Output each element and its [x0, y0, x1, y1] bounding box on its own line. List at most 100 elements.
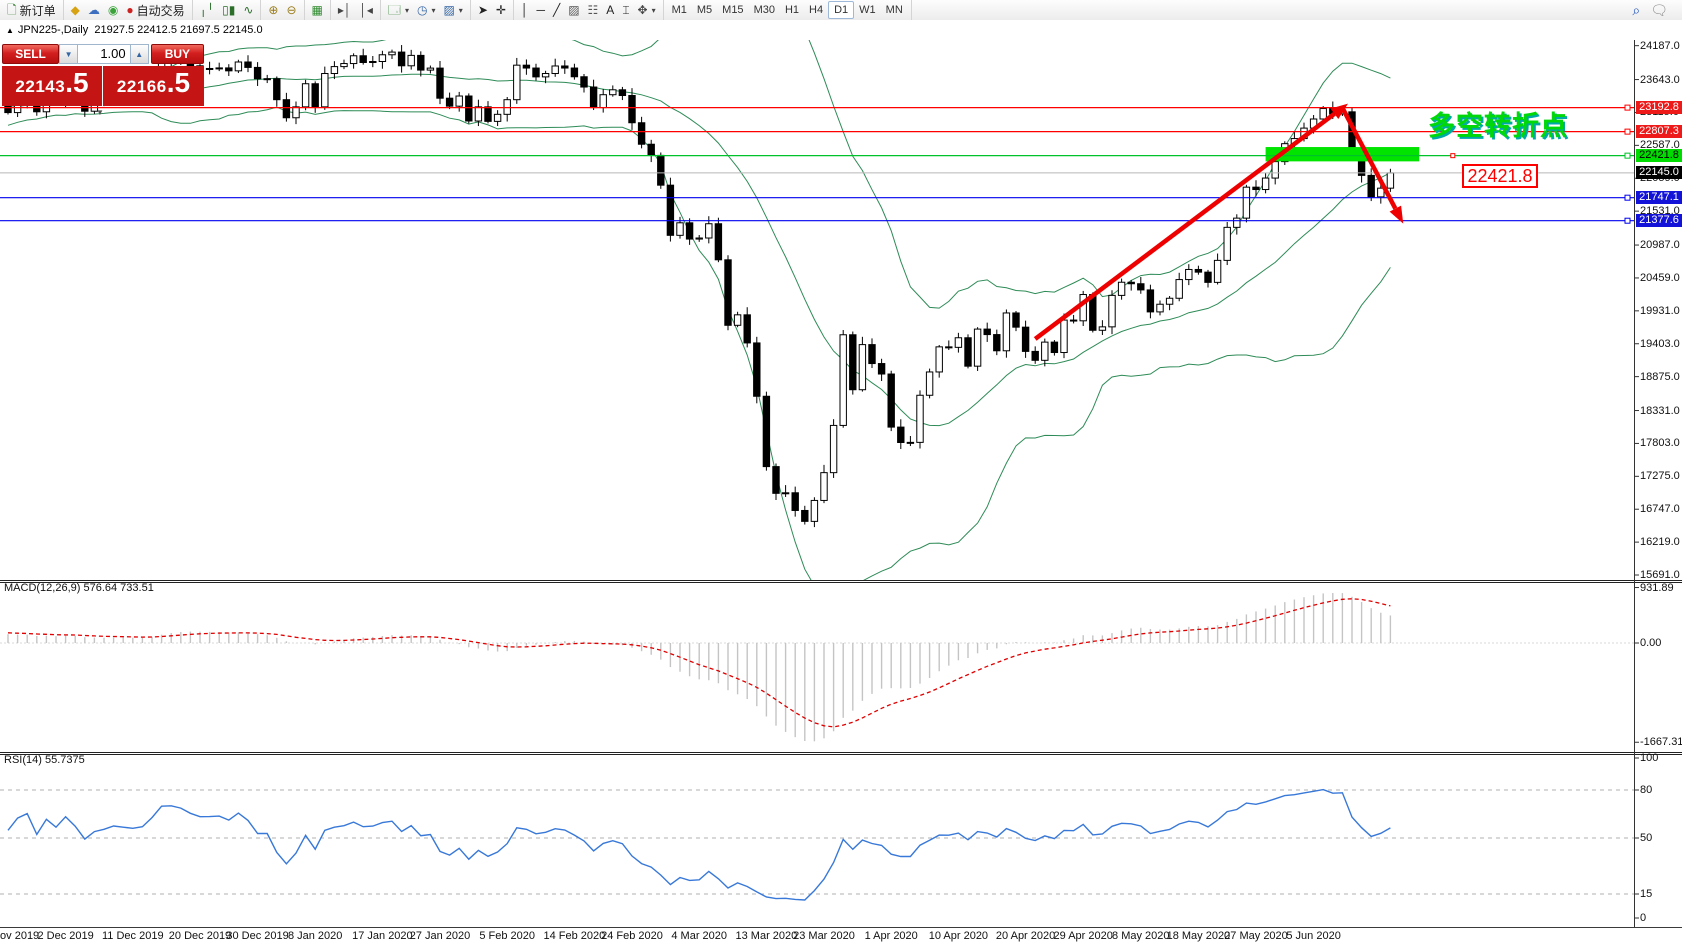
arrows-button[interactable]: ✥ ▾ [634, 1, 660, 19]
chevron-down-icon[interactable]: ▾ [651, 5, 656, 15]
rsi-label: RSI(14) 55.7375 [4, 754, 85, 766]
time-axis-label: 29 Apr 2020 [1053, 930, 1113, 942]
sell-button[interactable]: SELL [2, 44, 60, 64]
chevron-down-icon[interactable]: ▾ [404, 5, 409, 15]
toolbar: 🗋 新订单 ◆ ☁ ◉ ● 自动交易 ╷╵ ▯▮ ∿ ⊕ ⊖ ▦ ▸│ │◂ 🗔 ▾ ◷ ▾ ▨ ▾ ➤ ✛ │ ─ ╱ ▨ ☷ A ⌶ ✥… [0, 0, 1682, 21]
new-order-button[interactable]: 🗋 新订单 [3, 1, 60, 19]
chart-title: ▲ JPN225-,Daily 21927.5 22412.5 21697.5 2… [6, 24, 263, 36]
cursor-icon[interactable]: ➤ [474, 1, 492, 19]
timeframe-m15[interactable]: M15 [722, 4, 744, 16]
new-chart-button: 🗔 [387, 3, 401, 17]
timeframe-d1[interactable]: D1 [828, 1, 855, 19]
trendline-icon: ╱ [552, 3, 561, 17]
turning-point-annotation: 多空转折点 [1428, 111, 1568, 141]
sell-price-display[interactable]: 22143 .5 [2, 66, 103, 106]
buy-price-main: 22166 [116, 77, 167, 96]
buy-price-display[interactable]: 22166 .5 [103, 66, 204, 106]
volume-increase-button[interactable]: ▲ [129, 44, 149, 64]
timeframe-w1[interactable]: W1 [859, 4, 876, 16]
cursor-icon: ➤ [477, 3, 488, 17]
chart-window[interactable]: ▲ JPN225-,Daily 21927.5 22412.5 21697.5 2… [0, 20, 1682, 943]
news-icon[interactable]: ◉ [104, 1, 122, 19]
time-axis-label: 24 Feb 2020 [601, 930, 663, 942]
time-axis-label: 8 May 2020 [1112, 930, 1170, 942]
ohlc-values: 21927.5 22412.5 21697.5 22145.0 [94, 24, 263, 36]
panel-collapse-arrow[interactable]: ▼ [96, 108, 104, 117]
toolbar-group: 🗔 ▾ ◷ ▾ ▨ ▾ [381, 0, 471, 20]
market-icon[interactable]: ◆ [67, 1, 84, 19]
toolbar-group: ╷╵ ▯▮ ∿ [193, 0, 262, 20]
trendline-icon[interactable]: ╱ [549, 1, 564, 19]
crosshair-icon[interactable]: ✛ [492, 1, 510, 19]
zoom-out-icon[interactable]: ⊖ [282, 1, 300, 19]
chevron-down-icon[interactable]: ▾ [458, 5, 463, 15]
time-axis-label: 30 Dec 2019 [226, 930, 289, 942]
auto-scroll-icon: ▸│ [337, 3, 352, 17]
tile-windows-icon: ▦ [311, 3, 323, 17]
text-icon: A [606, 3, 615, 17]
chevron-down-icon[interactable]: ▾ [431, 5, 436, 15]
tile-windows-icon[interactable]: ▦ [308, 1, 327, 19]
text-label-icon[interactable]: ⌶ [618, 1, 633, 19]
time-axis-label: 27 May 2020 [1224, 930, 1288, 942]
timeframe-m5[interactable]: M5 [696, 4, 713, 16]
chart-shift-icon: │◂ [359, 3, 373, 17]
new-chart-button[interactable]: 🗔 ▾ [384, 1, 413, 19]
equidistant-channel-icon[interactable]: ▨ [564, 1, 583, 19]
time-axis-label: 1 Apr 2020 [864, 930, 918, 942]
timeframe-m1[interactable]: M1 [671, 4, 687, 16]
main-chart-pane[interactable] [0, 40, 1682, 580]
chart-shift-icon[interactable]: │◂ [355, 1, 377, 19]
price-callout-box: 22421.8 [1462, 164, 1538, 188]
timeframe-h4[interactable]: H4 [809, 4, 824, 16]
volume-decrease-button[interactable]: ▼ [59, 44, 79, 64]
symbol-period: JPN225-,Daily [17, 24, 89, 36]
zoom-out-icon: ⊖ [286, 3, 297, 17]
zoom-in-icon[interactable]: ⊕ [264, 1, 282, 19]
time-axis-label: 17 Jan 2020 [352, 930, 413, 942]
collapse-marker[interactable]: ▲ [6, 26, 14, 35]
chat-icon[interactable]: 🗨 [1650, 1, 1668, 18]
timeframe-m30[interactable]: M30 [753, 4, 775, 16]
period-button[interactable]: ◷ ▾ [413, 1, 440, 19]
rsi-pane[interactable] [0, 752, 1682, 927]
text-icon[interactable]: A [602, 1, 618, 19]
signals-icon: ☁ [87, 3, 100, 17]
time-axis-label: 18 May 2020 [1166, 930, 1231, 942]
time-axis-label: 20 Dec 2019 [168, 930, 232, 942]
line-chart-icon[interactable]: ∿ [239, 1, 257, 19]
horizontal-line-icon[interactable]: ─ [532, 1, 549, 19]
toolbar-group: │ ─ ╱ ▨ ☷ A ⌶ ✥ ▾ [514, 0, 664, 20]
time-axis-label: 8 Jan 2020 [287, 930, 343, 942]
fibonacci-icon[interactable]: ☷ [584, 1, 603, 19]
time-axis-label: 14 Feb 2020 [543, 930, 606, 942]
auto-trading-button[interactable]: ● 自动交易 [122, 1, 188, 19]
time-axis-label: 22 Nov 2019 [0, 930, 40, 942]
toolbar-group: ⊕ ⊖ [261, 0, 305, 20]
time-axis-label: 20 Apr 2020 [995, 930, 1056, 942]
time-axis-label: 27 Jan 2020 [409, 930, 471, 942]
volume-input[interactable]: 1.00 [78, 44, 130, 64]
toolbar-group: ◆ ☁ ◉ ● 自动交易 [64, 0, 193, 20]
candlestick-chart-icon[interactable]: ▯▮ [218, 1, 239, 19]
vertical-line-icon: │ [520, 3, 529, 17]
time-axis-label: 11 Dec 2019 [102, 930, 164, 942]
signals-icon[interactable]: ☁ [84, 1, 104, 19]
timeframe-mn[interactable]: MN [885, 4, 903, 16]
macd-pane[interactable] [0, 580, 1682, 752]
sell-price-frac: .5 [65, 67, 89, 98]
bar-chart-icon: ╷╵ [199, 3, 215, 17]
fibonacci-icon: ☷ [587, 3, 599, 17]
toolbar-group: ▸│ │◂ [331, 0, 381, 20]
vertical-line-icon[interactable]: │ [517, 1, 533, 19]
buy-button[interactable]: BUY [150, 44, 204, 64]
search-icon[interactable]: ⌕ [1632, 1, 1641, 18]
period-button: ◷ [416, 3, 428, 17]
template-button[interactable]: ▨ ▾ [439, 1, 466, 19]
timeframe-h1[interactable]: H1 [784, 4, 800, 16]
time-axis-label: 13 Mar 2020 [735, 930, 798, 942]
auto-scroll-icon[interactable]: ▸│ [334, 1, 356, 19]
toolbar-group: 🗋 新订单 [0, 0, 64, 20]
bar-chart-icon[interactable]: ╷╵ [196, 1, 218, 19]
